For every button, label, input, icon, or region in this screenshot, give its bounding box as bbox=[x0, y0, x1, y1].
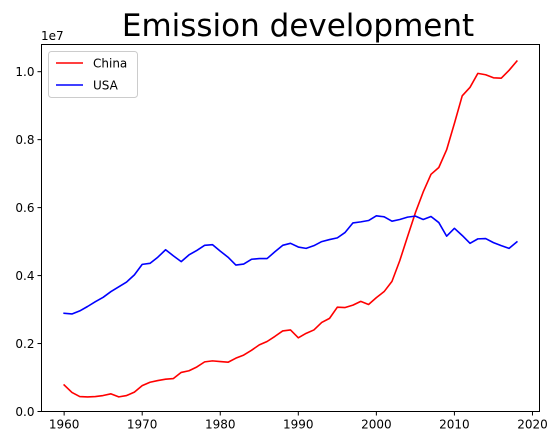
series-line-usa bbox=[63, 214, 518, 315]
x-tick-label: 2020 bbox=[517, 418, 548, 432]
y-tick-label: 0.0 bbox=[15, 405, 34, 419]
y-offset-label: 1e7 bbox=[41, 29, 64, 43]
axis-ticks: 1960 1970 1980 1990 2000 2010 2020 0.0 0.2 0.4 0.6… bbox=[15, 65, 547, 432]
x-tick-label: 1990 bbox=[283, 418, 314, 432]
y-tick-label: 0.2 bbox=[15, 337, 34, 351]
chart-title: Emission development bbox=[122, 8, 474, 44]
y-tick-label: 0.4 bbox=[15, 269, 34, 283]
series-line-china bbox=[63, 60, 518, 398]
x-tick-label: 1970 bbox=[127, 418, 158, 432]
plot-frame bbox=[41, 44, 540, 412]
series-lines bbox=[63, 60, 518, 398]
legend-label-usa: USA bbox=[93, 79, 119, 93]
y-tick-label: 1.0 bbox=[15, 65, 34, 79]
y-tick-label: 0.8 bbox=[15, 133, 34, 147]
legend: China USA bbox=[48, 51, 138, 98]
legend-label-china: China bbox=[93, 57, 127, 71]
x-tick-label: 2000 bbox=[361, 418, 392, 432]
x-tick-label: 2010 bbox=[439, 418, 470, 432]
y-tick-label: 0.6 bbox=[15, 201, 34, 215]
x-tick-label: 1980 bbox=[205, 418, 236, 432]
x-tick-label: 1960 bbox=[49, 418, 80, 432]
